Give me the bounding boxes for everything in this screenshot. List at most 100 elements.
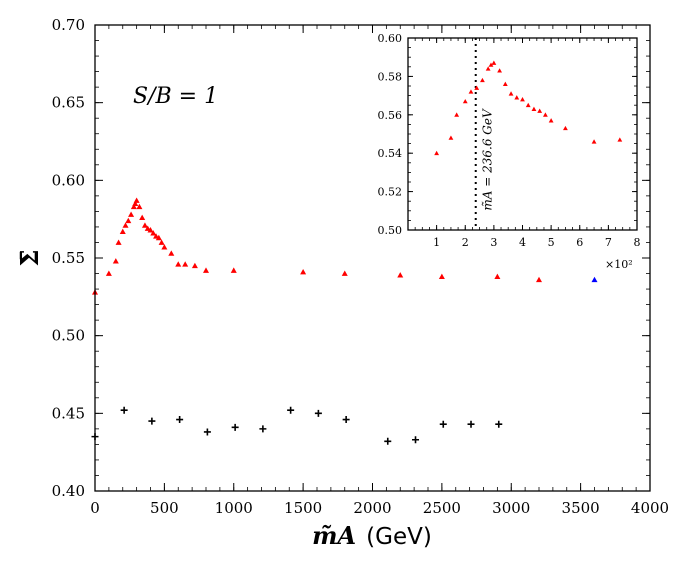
data-point-black [176,416,184,424]
inset-data-point-red [591,139,597,144]
data-point-red [132,200,139,207]
y-tick-label: 0.60 [52,171,85,189]
y-axis-label: Σ̄ [15,250,44,267]
inset-data-point-red [617,137,623,142]
main-plot-frame [94,24,651,492]
y-tick-label: 0.40 [52,482,85,500]
data-point-red [147,227,154,233]
inset-data-point-red [502,81,508,86]
data-point-black [495,420,503,428]
y-tick-label: 0.50 [378,224,403,237]
inset-data-point-red [491,60,497,65]
x-tick-label: 500 [150,499,179,517]
inset-data-point-red [514,95,520,100]
y-tick-label: 0.45 [52,404,85,422]
inset-data-point-red [454,112,460,117]
data-point-black [120,406,128,414]
x-tick-label: 5 [548,236,555,249]
main-points [91,197,598,445]
inset-data-point-red [548,118,554,123]
data-point-red [136,203,143,210]
inset-data-point-red [434,150,440,156]
data-point-red [122,222,129,228]
data-point-red [139,214,146,221]
data-point-red [155,234,162,241]
x-tick-label: 0 [90,499,100,517]
data-point-black [314,409,322,417]
data-point-red [119,228,126,234]
sb-annotation: S/B = 1 [133,84,218,109]
inset-x-multiplier: ×10² [605,258,633,271]
y-tick-label: 0.52 [378,186,403,199]
data-point-black [148,417,156,425]
data-point-black [384,437,392,445]
x-tick-label: 2500 [423,499,461,517]
inset-data-point-red [537,108,543,113]
data-point-red [397,272,404,278]
data-point-red [300,268,307,275]
data-point-red [230,267,237,273]
data-point-red [130,203,137,210]
y-tick-label: 0.56 [378,109,403,122]
data-point-red [341,270,348,276]
main-ytick-labels: 0.40 0.45 0.50 0.55 0.60 0.65 0.70 [52,16,85,500]
y-tick-label: 0.58 [378,70,403,83]
inset-points [434,60,623,156]
x-tick-label: 6 [576,236,583,249]
inset-data-point-red [525,102,531,108]
data-point-black [467,420,475,428]
data-point-red [175,261,182,267]
data-point-black [203,428,211,436]
data-point-black [412,436,420,444]
y-tick-label: 0.65 [52,94,85,112]
y-tick-label: 0.50 [52,327,85,345]
data-point-blue [591,276,598,283]
data-point-red [105,270,112,276]
inset-data-point-red [488,62,494,67]
data-point-black [259,425,267,433]
x-tick-label: 4000 [631,499,669,517]
inset-data-point-red [531,106,537,111]
x-axis-label: m̃A (GeV) [312,521,432,550]
inset-data-point-red [520,97,525,102]
data-point-red [125,217,132,224]
data-point-black [287,406,295,414]
data-point-red [115,239,122,245]
data-point-red [182,261,189,267]
inset-data-point-red [474,85,480,90]
x-tick-label: 3 [490,236,497,249]
inset-ytick-labels: 0.50 0.52 0.54 0.56 0.58 0.60 [378,32,403,237]
y-tick-label: 0.55 [52,249,85,267]
x-tick-label: 1500 [284,499,322,517]
inset-data-point-red [508,91,514,96]
inset-background [408,38,637,230]
inset-xtick-labels: 1 2 3 4 5 6 7 8 [433,236,640,249]
x-tick-label: 1 [433,236,440,249]
x-axis-label-symbol: m̃A [312,521,356,550]
data-point-black [439,420,447,428]
data-point-red [161,244,168,250]
x-tick-label: 3500 [562,499,600,517]
data-point-black [342,416,350,424]
inset-data-point-red [497,68,502,73]
inset-data-point-red [563,125,568,131]
inset-data-point-red [543,112,548,117]
data-point-red [536,276,542,283]
y-tick-label: 0.70 [52,16,85,34]
main-xtick-labels: 0 500 1000 1500 2000 2500 3000 3500 4000 [90,499,669,517]
main-ticks [94,24,651,492]
x-tick-label: 1000 [215,499,253,517]
x-tick-label: 8 [634,236,641,249]
x-tick-label: 7 [605,236,612,249]
x-tick-label: 4 [519,236,526,249]
data-point-red [158,239,165,245]
inset-data-point-red [448,135,454,140]
x-tick-label: 3000 [492,499,530,517]
inset-data-point-red [485,66,491,71]
data-point-red [168,250,175,256]
x-axis-label-unit: (GeV) [366,524,432,550]
data-point-red [112,258,119,264]
inset-vline-label: m̃A = 236.6 GeV [481,108,495,211]
y-tick-label: 0.54 [378,147,403,160]
